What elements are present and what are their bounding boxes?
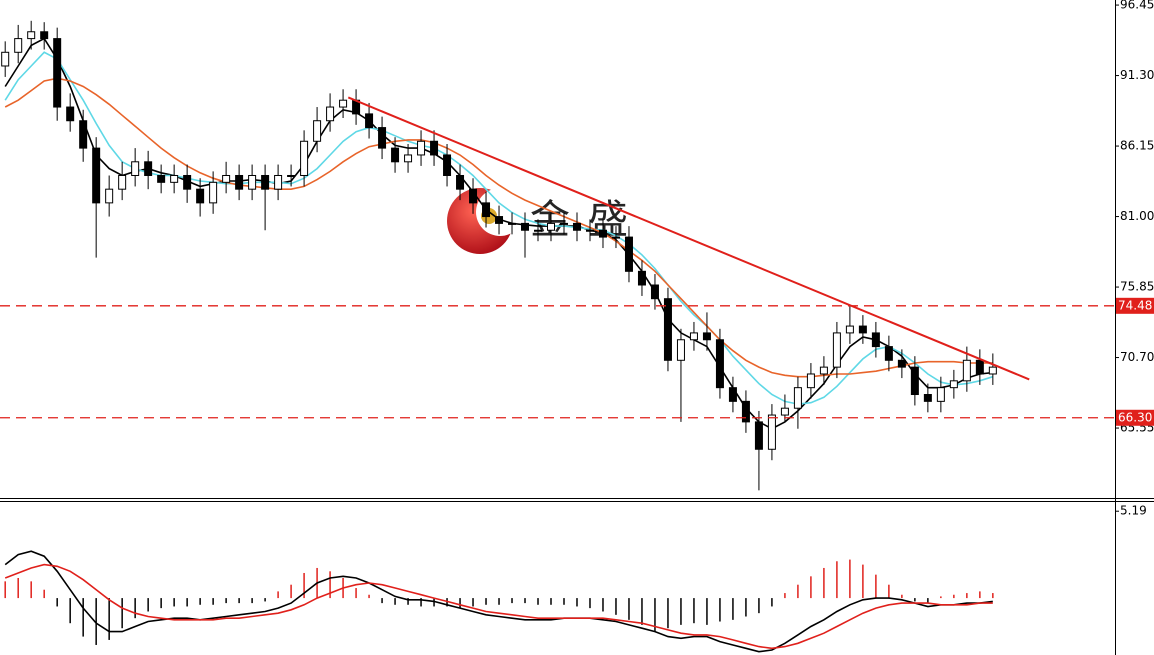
candle-body — [624, 236, 633, 272]
candle-body — [326, 106, 335, 122]
candle-body — [261, 174, 270, 190]
candle-body — [585, 229, 594, 232]
candle-body — [495, 216, 504, 224]
candle-body — [118, 174, 127, 190]
candle-body — [819, 366, 828, 375]
candle-body — [871, 332, 880, 348]
candle-body — [131, 161, 140, 176]
candle-body — [157, 174, 166, 183]
main-plot — [0, 20, 1115, 491]
candle-body — [66, 106, 75, 122]
y-tick-label: 75.85 — [1120, 280, 1154, 294]
candle-body — [313, 120, 322, 142]
candle-body — [832, 332, 841, 368]
candle-body — [780, 407, 789, 416]
candle-body — [391, 147, 400, 163]
candle-body — [676, 339, 685, 361]
candle-body — [936, 387, 945, 402]
candle-body — [183, 174, 192, 190]
candle-body — [53, 38, 62, 108]
candle-body — [754, 421, 763, 450]
candle-body — [767, 414, 776, 450]
candle-body — [378, 127, 387, 149]
level-label-box — [1116, 409, 1154, 426]
macd-plot — [4, 550, 994, 653]
y-tick-label: 70.70 — [1120, 350, 1154, 364]
candle-body — [728, 387, 737, 402]
candle-body — [482, 202, 491, 218]
candle-body — [598, 229, 607, 238]
indicator-line — [4, 51, 994, 405]
candle-body — [650, 284, 659, 300]
candle-body — [637, 270, 646, 286]
candle-body — [14, 38, 23, 53]
candle-body — [897, 359, 906, 368]
y-tick-label: 81.00 — [1120, 209, 1154, 223]
candle-body — [144, 161, 153, 176]
y-tick-label: 5.19 — [1120, 504, 1147, 518]
candle-body — [235, 174, 244, 190]
candle-body — [858, 325, 867, 334]
candle-body — [534, 229, 543, 232]
candle-body — [274, 174, 283, 190]
candle-body — [689, 332, 698, 341]
candle-body — [417, 140, 426, 156]
candle-body — [741, 400, 750, 423]
candle-body — [884, 346, 893, 361]
candle-body — [443, 154, 452, 176]
candle-body — [923, 394, 932, 402]
candle-body — [845, 325, 854, 334]
level-label-box — [1116, 297, 1154, 314]
candle-body — [40, 31, 49, 40]
level-label: 74.48 — [1118, 298, 1152, 312]
candle-body — [456, 174, 465, 190]
candle-body — [962, 359, 971, 382]
candle-body — [1, 51, 10, 67]
candle-body — [611, 236, 620, 239]
candle-body — [508, 222, 517, 225]
candle-body — [339, 99, 348, 108]
candle-body — [365, 113, 374, 129]
candle-body — [92, 147, 101, 204]
candle-body — [988, 366, 997, 375]
candle-body — [170, 174, 179, 183]
candle-body — [702, 332, 711, 341]
candle-body — [287, 174, 296, 177]
candle-body — [79, 120, 88, 149]
candle-body — [547, 222, 556, 231]
indicator-line — [4, 77, 993, 378]
y-tick-label: 91.30 — [1120, 68, 1154, 82]
candle-body — [196, 188, 205, 204]
candle-body — [663, 298, 672, 361]
candle-body — [949, 380, 958, 389]
candle-body — [910, 366, 919, 396]
trend-line — [347, 96, 1030, 381]
candle-body — [559, 222, 568, 225]
candle-body — [209, 181, 218, 204]
candle-body — [300, 140, 309, 176]
candle-body — [27, 31, 36, 40]
level-label: 66.30 — [1118, 410, 1152, 424]
candle-body — [793, 387, 802, 409]
indicator-line — [4, 563, 993, 650]
watermark-text: 金盛 — [530, 197, 646, 243]
candle-body — [248, 174, 257, 190]
y-tick-label: 86.15 — [1120, 139, 1154, 153]
candle-body — [404, 154, 413, 163]
candle-body — [521, 222, 530, 231]
candle-body — [572, 222, 581, 231]
candle-body — [222, 174, 231, 183]
candle-body — [430, 140, 439, 156]
candle-body — [975, 359, 984, 375]
candle-body — [715, 339, 724, 389]
candle-body — [469, 188, 478, 204]
y-tick-label: 96.45 — [1120, 0, 1154, 12]
candle-body — [806, 373, 815, 389]
candle-body — [105, 188, 114, 204]
